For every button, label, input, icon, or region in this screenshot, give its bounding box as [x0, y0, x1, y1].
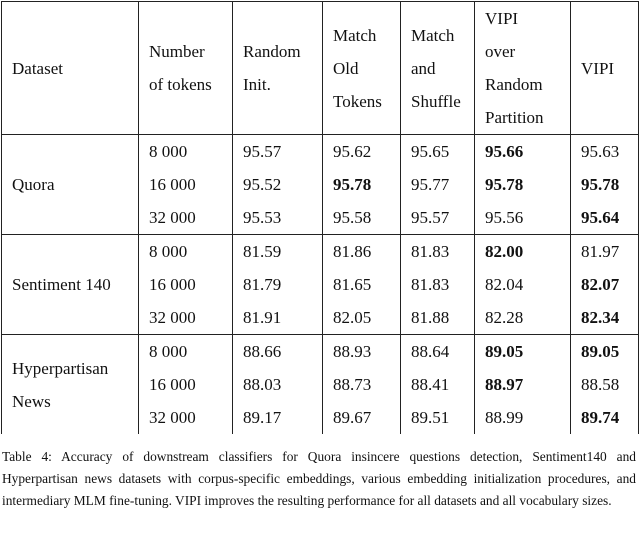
table-cell: 8 000	[138, 134, 233, 168]
table-cell: 81.91	[232, 301, 323, 335]
table-cell: 81.79	[232, 268, 323, 301]
table-cell: 8 000	[138, 334, 233, 368]
table-cell: 88.93	[322, 334, 401, 368]
table-cell: 95.63	[570, 134, 639, 168]
table-cell: 88.41	[400, 368, 475, 401]
header-text: VIPI	[485, 9, 519, 28]
header-text: Old	[333, 58, 359, 78]
header-text: Match	[333, 25, 377, 45]
header-text: VIPI	[581, 58, 615, 78]
table-cell: 32 000	[138, 401, 233, 434]
table-cell: 95.65	[400, 134, 475, 168]
dataset-cell: Sentiment 140	[1, 234, 139, 335]
header-cell: Match Old Tokens	[322, 1, 401, 135]
table-cell: 95.66	[474, 134, 571, 168]
table-cell: 88.99	[474, 401, 571, 434]
table-cell: 32 000	[138, 201, 233, 235]
table-cell: 32 000	[138, 301, 233, 335]
table-cell: 95.78	[322, 168, 401, 201]
header-cell: Dataset	[1, 1, 139, 135]
table-row: Sentiment 140 8 000 81.59 81.86 81.83 82.00 81…	[1, 234, 639, 335]
header-cell: Match and Shuffle	[400, 1, 475, 135]
header-cell: VIPI over Random Partition	[474, 1, 571, 135]
table-cell: 95.57	[400, 201, 475, 235]
table-cell: 88.73	[322, 368, 401, 401]
table-cell: 88.66	[232, 334, 323, 368]
table-cell: 81.88	[400, 301, 475, 335]
header-text: Shuffle	[411, 91, 461, 111]
table-row: 16 000 95.52 95.78 95.77 95.78 95.78	[2, 168, 639, 201]
header-cell: Number of tokens	[138, 1, 233, 135]
dataset-cell: Hyperpartisan News	[1, 334, 139, 434]
header-row: Dataset Number of tokens Random Init. Match Ol…	[1, 1, 639, 135]
table-cell: 89.17	[232, 401, 323, 434]
table-cell: 95.58	[322, 201, 401, 235]
dataset-cell: Quora	[1, 134, 139, 235]
table-row: 32 000 95.53 95.58 95.57 95.56 95.64	[2, 201, 639, 235]
table-cell: 82.00	[474, 234, 571, 268]
table-cell: 88.03	[232, 368, 323, 401]
table-cell: 81.97	[570, 234, 639, 268]
table-row: 32 000 89.17 89.67 89.51 88.99 89.74	[2, 401, 639, 434]
table-cell: 16 000	[138, 368, 233, 401]
table-row: Hyperpartisan News 8 000 88.66 88.93 88.64 89.…	[1, 334, 639, 434]
table-cell: 82.07	[570, 268, 639, 301]
table-cell: 95.53	[232, 201, 323, 235]
table-cell: 16 000	[138, 168, 233, 201]
header-text: and	[411, 58, 436, 78]
table-cell: 95.78	[570, 168, 639, 201]
header-text: Tokens	[333, 91, 382, 111]
results-table: Dataset Number of tokens Random Init. Match Ol…	[1, 1, 639, 434]
header-text: of tokens	[149, 75, 212, 94]
table-cell: 95.56	[474, 201, 571, 235]
table-cell: 82.05	[322, 301, 401, 335]
table-cell: 95.57	[232, 134, 323, 168]
header-text: Random	[243, 42, 301, 61]
table-cell: 88.64	[400, 334, 475, 368]
table-cell: 89.74	[570, 401, 639, 434]
table-cell: 81.83	[400, 268, 475, 301]
table-cell: 95.64	[570, 201, 639, 235]
dataset-name: Quora	[12, 175, 55, 194]
table-row: Quora 8 000 95.57 95.62 95.65 95.66 95.63	[1, 134, 639, 235]
table-cell: 81.65	[322, 268, 401, 301]
table-row: 16 000 88.03 88.73 88.41 88.97 88.58	[2, 368, 639, 401]
header-text: Partition	[485, 108, 544, 127]
dataset-name: Sentiment 140	[12, 275, 111, 294]
dataset-name: Hyperpartisan	[12, 358, 109, 378]
table-cell: 88.97	[474, 368, 571, 401]
table-cell: 89.51	[400, 401, 475, 434]
caption: Table 4: Accuracy of downstream classifi…	[2, 449, 636, 508]
table-cell: 95.62	[322, 134, 401, 168]
header-text: Match	[411, 25, 455, 45]
header-text: over	[485, 42, 516, 61]
table-cell: 89.67	[322, 401, 401, 434]
table-cell: 81.59	[232, 234, 323, 268]
table-cell: 82.28	[474, 301, 571, 335]
table-cell: 16 000	[138, 268, 233, 301]
table-cell: 81.86	[322, 234, 401, 268]
table-cell: 89.05	[570, 334, 639, 368]
dataset-name: News	[12, 391, 51, 411]
header-text: Random	[485, 75, 543, 94]
table-cell: 8 000	[138, 234, 233, 268]
table-row: 32 000 81.91 82.05 81.88 82.28 82.34	[2, 301, 639, 335]
table-cell: 88.58	[570, 368, 639, 401]
table-cell: 95.52	[232, 168, 323, 201]
table-cell: 95.78	[474, 168, 571, 201]
table-cell: 89.05	[474, 334, 571, 368]
table-row: 16 000 81.79 81.65 81.83 82.04 82.07	[2, 268, 639, 301]
table-cell: 82.04	[474, 268, 571, 301]
table-cell: 81.83	[400, 234, 475, 268]
table-cell: 82.34	[570, 301, 639, 335]
header-cell: VIPI	[570, 1, 639, 135]
table-cell: 95.77	[400, 168, 475, 201]
header-cell: Random Init.	[232, 1, 323, 135]
header-text: Init.	[243, 75, 271, 94]
header-text: Number	[149, 42, 205, 61]
header-text: Dataset	[12, 58, 63, 78]
